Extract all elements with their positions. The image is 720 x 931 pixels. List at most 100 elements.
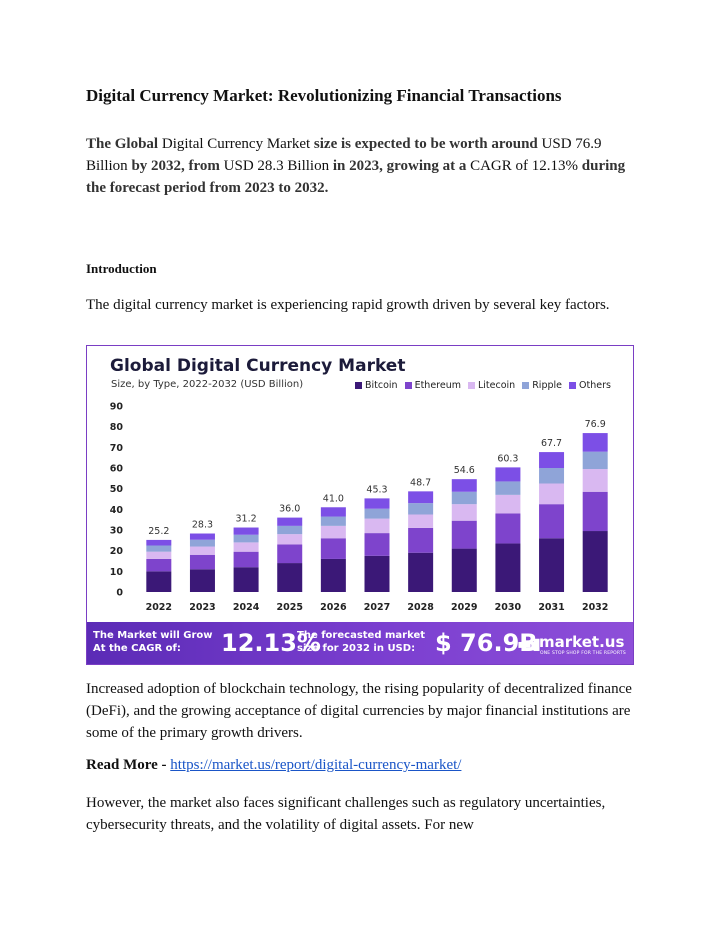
forecast-label: The forecasted market size for 2032 in U…	[297, 630, 426, 654]
bar-group-2029	[451, 479, 477, 592]
bar-segment-ethereum	[539, 504, 565, 539]
bar-segment-others	[408, 491, 434, 504]
bar-segment-ripple	[364, 508, 390, 519]
bar-segment-litecoin	[451, 504, 477, 521]
read-more-link[interactable]: https://market.us/report/digital-currenc…	[170, 757, 462, 773]
legend-label: Ripple	[532, 380, 562, 391]
bar-segment-litecoin	[582, 469, 608, 492]
bar-segment-ethereum	[320, 538, 346, 559]
summary-part: The Global	[86, 136, 159, 152]
bar-segment-ripple	[451, 491, 477, 505]
bar-segment-others	[539, 452, 565, 468]
bar-segment-litecoin	[364, 518, 390, 534]
bar-segment-bitcoin	[495, 543, 521, 592]
bar-total-label: 48.7	[410, 477, 431, 488]
bar-segment-bitcoin	[320, 558, 346, 592]
x-tick-label: 2031	[538, 602, 564, 613]
bar-segment-others	[189, 533, 215, 540]
legend-label: Others	[579, 380, 611, 391]
bar-segment-bitcoin	[582, 531, 608, 592]
legend-item-ethereum: Ethereum	[404, 380, 461, 391]
brand-tagline: ONE STOP SHOP FOR THE REPORTS	[540, 651, 626, 656]
bar-total-label: 67.7	[541, 438, 562, 449]
bar-segment-ripple	[495, 481, 521, 495]
bar-segment-others	[451, 479, 477, 492]
bar-total-label: 25.2	[148, 526, 169, 537]
summary-part: during the forecast period from 2023 to …	[86, 158, 626, 196]
bar-segment-ripple	[539, 468, 565, 484]
drivers-paragraph: Increased adoption of blockchain technol…	[86, 681, 632, 741]
bar-group-2027	[364, 498, 390, 592]
bar-segment-litecoin	[277, 534, 303, 545]
bar-group-2028	[408, 491, 434, 592]
bar-segment-others	[364, 498, 390, 509]
bar-segment-litecoin	[320, 525, 346, 539]
market-infographic: Global Digital Currency Market Size, by …	[86, 345, 634, 665]
y-tick-label: 90	[110, 402, 124, 413]
summary-paragraph: The Global Digital Currency Market size …	[86, 133, 646, 199]
legend-label: Litecoin	[478, 380, 516, 391]
brand-name: market.us	[539, 633, 625, 651]
bar-group-2023	[189, 533, 215, 592]
bar-segment-ethereum	[364, 533, 390, 556]
legend-item-bitcoin: Bitcoin	[355, 380, 398, 391]
document-title: Digital Currency Market: Revolutionizing…	[86, 86, 562, 105]
brand-logo-icon: ▬▮	[517, 634, 541, 653]
read-more-line: Read More - https://market.us/report/dig…	[86, 757, 461, 774]
x-tick-label: 2025	[277, 602, 303, 613]
cagr-value: 12.13%	[221, 629, 321, 657]
x-tick-label: 2026	[320, 602, 347, 613]
bar-segment-others	[320, 507, 346, 517]
bar-segment-bitcoin	[233, 567, 259, 592]
bar-segment-ethereum	[451, 520, 477, 549]
bar-total-label: 41.0	[323, 493, 344, 504]
bar-group-2025	[277, 517, 303, 592]
bar-segment-others	[495, 467, 521, 482]
bar-group-2026	[320, 507, 346, 592]
bar-segment-ripple	[146, 545, 172, 552]
legend-item-litecoin: Litecoin	[468, 380, 515, 391]
bar-segment-litecoin	[539, 483, 565, 505]
infographic-subtitle: Size, by Type, 2022-2032 (USD Billion)	[111, 379, 304, 390]
legend-label: Ethereum	[414, 380, 461, 391]
summary-part: in 2023, growing at a	[332, 158, 467, 174]
bar-segment-ethereum	[582, 491, 608, 532]
bar-segment-others	[146, 539, 172, 546]
bar-segment-bitcoin	[277, 563, 303, 592]
x-tick-label: 2030	[495, 602, 522, 613]
legend-item-others: Others	[569, 380, 611, 391]
bar-total-label: 76.9	[585, 419, 606, 430]
bar-total-label: 54.6	[454, 465, 475, 476]
cagr-label: The Market will Grow At the CAGR of:	[93, 630, 213, 654]
summary-part: USD 76.9 Billion	[86, 136, 602, 174]
challenges-paragraph: However, the market also faces significa…	[86, 795, 606, 833]
legend-item-ripple: Ripple	[522, 380, 562, 391]
x-tick-label: 2032	[582, 602, 608, 613]
bar-group-2024	[233, 527, 259, 592]
infographic-banner: The Market will Grow At the CAGR of: 12.…	[87, 622, 633, 664]
bar-total-label: 36.0	[279, 504, 300, 515]
y-tick-label: 40	[110, 505, 124, 516]
summary-part: USD 28.3 Billion	[219, 158, 333, 174]
x-tick-label: 2023	[189, 602, 215, 613]
legend-swatch	[569, 382, 576, 389]
y-tick-label: 20	[110, 546, 124, 557]
summary-part: CAGR of 12.13%	[466, 158, 582, 174]
y-tick-label: 80	[110, 422, 124, 433]
x-tick-label: 2024	[233, 602, 260, 613]
bar-segment-ethereum	[495, 513, 521, 544]
bar-group-2031	[539, 452, 565, 592]
y-tick-label: 10	[110, 567, 124, 578]
y-tick-label: 50	[110, 484, 124, 495]
bar-total-label: 31.2	[236, 514, 257, 525]
bar-segment-bitcoin	[189, 569, 215, 592]
chart-legend: Bitcoin Ethereum Litecoin Ripple Others	[355, 380, 611, 391]
bar-group-2022	[146, 539, 172, 592]
bar-segment-litecoin	[233, 542, 259, 552]
y-tick-label: 70	[110, 443, 124, 454]
bar-segment-ripple	[189, 539, 215, 547]
bar-segment-bitcoin	[146, 571, 172, 592]
x-tick-label: 2029	[451, 602, 477, 613]
bar-segment-others	[277, 517, 303, 526]
bar-group-2030	[495, 467, 521, 592]
